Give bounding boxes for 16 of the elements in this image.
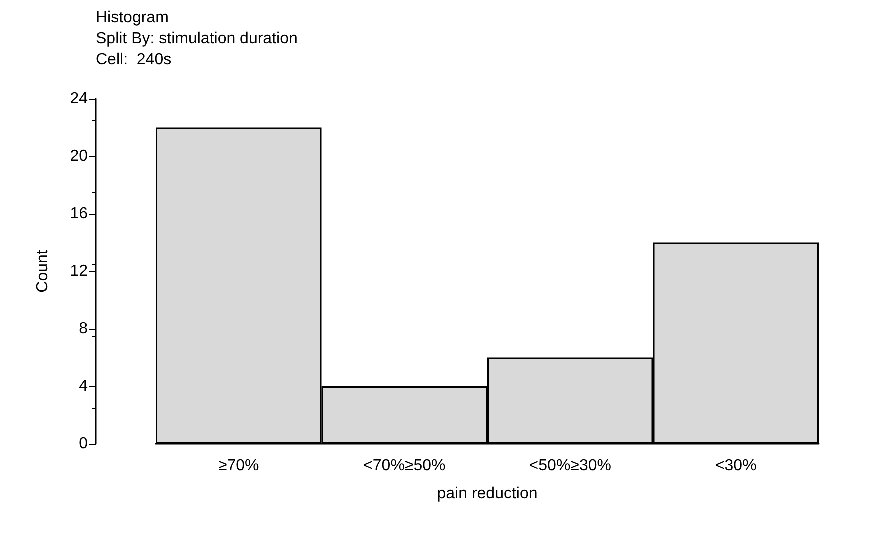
text: Cell: 240s bbox=[96, 52, 172, 68]
chart-title: Histogram bbox=[96, 10, 169, 26]
x-tick-label: ≥70% bbox=[218, 458, 260, 474]
x-tick-label: <50%≥30% bbox=[529, 458, 612, 474]
y-axis-title: Count bbox=[34, 250, 52, 293]
chart-subtitle: Split By: stimulation duration bbox=[96, 30, 298, 48]
x-tick-label: <70%≥50% bbox=[364, 458, 446, 474]
y-tick-label: 20 bbox=[70, 148, 88, 165]
y-tick-label: 0 bbox=[79, 436, 88, 452]
x-axis-title: pain reduction bbox=[437, 486, 538, 502]
y-tick-label: 24 bbox=[70, 90, 88, 108]
y-tick-label: 8 bbox=[79, 320, 88, 338]
y-tick-label: 16 bbox=[70, 206, 88, 222]
y-tick-label: 4 bbox=[79, 378, 88, 395]
y-tick-label: 12 bbox=[70, 263, 88, 280]
x-tick-label: <30% bbox=[715, 458, 757, 474]
